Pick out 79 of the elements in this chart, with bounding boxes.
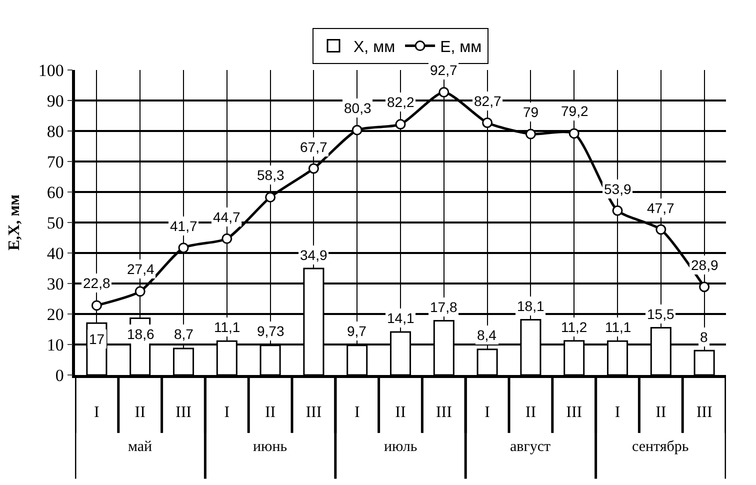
- y-tick-label: 0: [55, 366, 64, 385]
- text: май: [128, 439, 152, 455]
- y-tick-label: 80: [46, 122, 64, 141]
- x-tick-label: II: [656, 404, 666, 421]
- data-label: 53,9: [604, 181, 632, 197]
- data-label: 22,8: [83, 275, 110, 291]
- y-tick-label: 90: [46, 91, 64, 110]
- data-label: 67,7: [300, 139, 328, 155]
- data-label: 18,1: [517, 298, 544, 314]
- data-label: 14,1: [387, 310, 414, 326]
- data-label: 15,5: [647, 306, 674, 322]
- x-tick-label: III: [176, 404, 192, 421]
- data-label: 41,7: [170, 218, 198, 234]
- data-label: 17: [89, 331, 105, 347]
- data-label: 58,3: [257, 167, 284, 183]
- y-tick-label: 40: [46, 244, 64, 263]
- legend-label: E, мм: [440, 39, 482, 56]
- point: [222, 233, 232, 244]
- point: [178, 242, 189, 254]
- point: [438, 87, 450, 98]
- data-label: 82,7: [474, 93, 502, 109]
- point: [482, 118, 493, 128]
- data-label: 28,9: [691, 257, 718, 273]
- data-label: 92,7: [430, 62, 458, 78]
- y-tick-label: 60: [46, 182, 64, 202]
- data-label: 9,7: [347, 323, 367, 339]
- text: сентябрь: [632, 439, 689, 455]
- x-tick-label: I: [614, 404, 620, 421]
- x-tick-label: I: [224, 404, 230, 421]
- x-tick-label: III: [306, 404, 322, 421]
- data-label: 11,2: [561, 319, 588, 335]
- x-tick-label: II: [264, 404, 276, 421]
- x-tick-label: I: [484, 404, 490, 421]
- data-label: 8,4: [477, 327, 497, 343]
- data-label: 27,4: [127, 261, 154, 277]
- data-label: 11,1: [214, 319, 240, 335]
- data-label: 8,7: [174, 326, 194, 342]
- data-label: 11,1: [605, 319, 632, 335]
- point: [265, 192, 276, 202]
- x-tick-label: II: [134, 404, 146, 421]
- y-tick-label: 30: [46, 274, 64, 294]
- x-tick-label: III: [436, 404, 452, 421]
- y-tick-label: 70: [46, 152, 64, 172]
- x-tick-label: III: [566, 404, 582, 421]
- text: июнь: [253, 439, 288, 455]
- data-label: 18,6: [127, 326, 154, 342]
- point: [525, 128, 536, 140]
- data-label: 34,9: [300, 247, 328, 263]
- y-tick-label: 20: [46, 304, 64, 324]
- x-tick-label: II: [395, 404, 406, 421]
- x-tick-label: I: [354, 404, 360, 421]
- point: [699, 282, 710, 292]
- y-tick-label: 100: [38, 60, 64, 80]
- legend-label: X, мм: [354, 39, 396, 56]
- point: [91, 300, 102, 311]
- point: [395, 119, 406, 130]
- text: август: [510, 439, 552, 455]
- data-label: 79,2: [561, 103, 588, 119]
- data-label: 80,3: [344, 100, 372, 116]
- x-tick-label: III: [696, 404, 712, 421]
- y-tick-label: 10: [46, 335, 64, 354]
- y-tick-label: 50: [46, 213, 64, 232]
- point: [612, 205, 623, 216]
- point: [568, 128, 580, 139]
- x-tick-label: II: [525, 404, 536, 421]
- point: [352, 124, 362, 136]
- data-label: 44,7: [213, 209, 240, 225]
- data-label: 17,8: [430, 299, 458, 315]
- data-label: 47,7: [647, 200, 674, 216]
- data-label: 79: [523, 104, 539, 120]
- point: [656, 224, 666, 235]
- x-tick-label: I: [94, 404, 100, 421]
- point: [134, 286, 146, 297]
- y-axis-title: E,X, мм: [6, 194, 24, 251]
- data-label: 8: [700, 329, 708, 345]
- point: [308, 163, 319, 174]
- text: июль: [384, 439, 418, 455]
- data-label: 82,2: [387, 94, 414, 110]
- data-label: 9,73: [257, 323, 284, 339]
